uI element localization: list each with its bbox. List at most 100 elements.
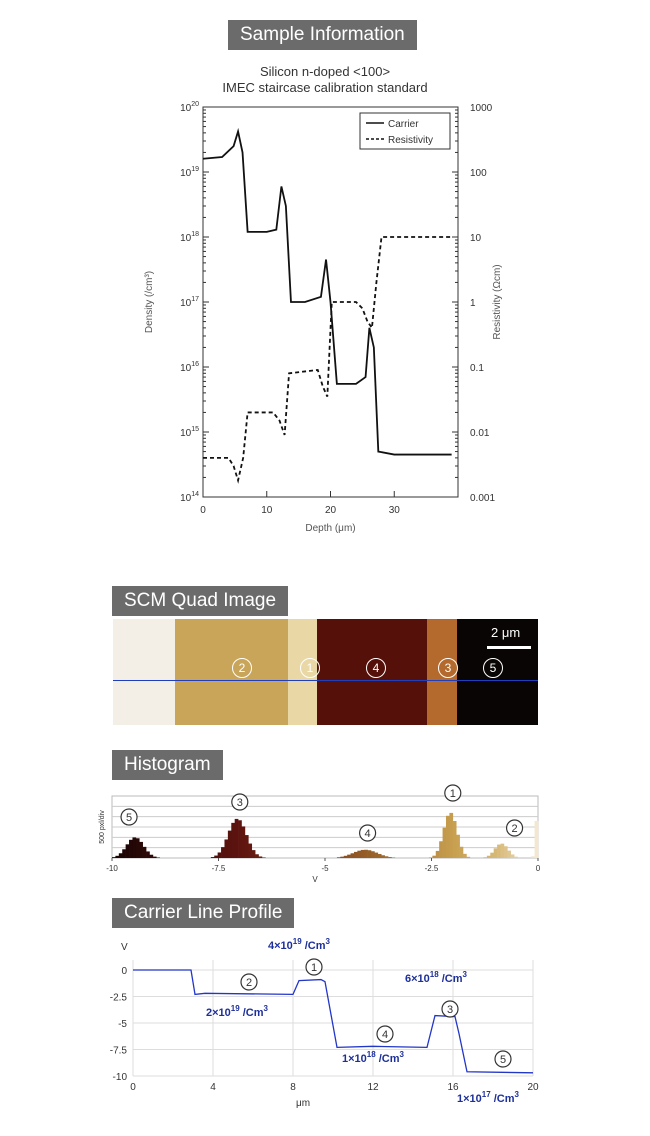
y2-axis-label: Resistivity (Ωcm) (492, 264, 503, 339)
scm-marker-3: 3 (438, 658, 458, 678)
y-tick-label: 1016 (180, 361, 199, 374)
histogram-marker-circle (505, 819, 524, 837)
sample-subtitle-2: IMEC staircase calibration standard (222, 80, 428, 95)
profile-x-tick-label: 20 (527, 1082, 539, 1093)
histogram-bar (483, 857, 488, 858)
histogram-bar (442, 827, 447, 858)
y-axis-label: Density (/cm³) (144, 271, 155, 333)
sample-subtitle-1: Silicon n-doped <100> (259, 64, 391, 79)
y2-tick-label: 1000 (470, 103, 493, 114)
scm-marker-1: 1 (300, 658, 320, 678)
histogram-bar (497, 844, 501, 858)
histogram-marker-circle (120, 808, 138, 826)
histogram-marker-label: 2 (512, 823, 518, 835)
profile-marker-label: 5 (500, 1054, 506, 1066)
y2-tick-label: 100 (470, 168, 487, 179)
histogram-bar (384, 856, 389, 858)
histogram-bar (364, 849, 368, 858)
histogram-bar (367, 850, 372, 858)
histogram-bar (122, 849, 126, 858)
histogram-bar (428, 857, 433, 858)
histogram-bar (129, 839, 133, 858)
histogram-bar (377, 853, 382, 858)
histogram-bar (510, 854, 515, 858)
scale-bar-label: 2 μm (491, 625, 521, 640)
histogram-bar (214, 855, 218, 858)
annotation-2e19: 2×1019 /Cm3 (206, 1004, 269, 1019)
legend-carrier-label: Carrier (388, 119, 419, 130)
histogram-marker-label: 1 (450, 788, 456, 800)
profile-marker-circle (441, 1000, 459, 1018)
x-tick-label: 30 (389, 505, 401, 516)
profile-y-tick-label: 0 (121, 966, 127, 977)
histogram-marker-circle (231, 793, 249, 811)
histogram-y-axis-label: 500 pxl/div (99, 810, 106, 844)
series-resistivity-line (203, 236, 452, 484)
histogram-bar (466, 856, 471, 858)
legend-resistivity-label: Resistivity (388, 135, 433, 146)
histogram-bar (248, 843, 253, 858)
histogram-bar (507, 850, 512, 858)
histogram-bar (125, 844, 130, 858)
y2-tick-label: 1 (470, 298, 476, 309)
histogram-bar (371, 851, 375, 858)
x-axis-label: Depth (μm) (305, 523, 355, 534)
y-tick-label: 1018 (180, 231, 199, 244)
profile-x-tick-label: 4 (210, 1082, 216, 1093)
histogram-bar (244, 835, 249, 858)
histogram-bar (227, 830, 232, 858)
histogram-bar (503, 846, 508, 858)
profile-marker-circle (494, 1050, 512, 1068)
profile-x-tick-label: 16 (447, 1082, 459, 1093)
histogram-bar (261, 857, 266, 858)
histogram-bar (112, 857, 116, 858)
histogram-bar (149, 854, 154, 858)
histogram-bar (391, 857, 396, 858)
scm-band-2 (175, 619, 288, 725)
histogram-bar (241, 826, 246, 858)
y-tick-label: 1015 (180, 426, 199, 439)
histogram-x-tick-label: -7.5 (212, 864, 226, 873)
profile-y-tick-label: -2.5 (110, 993, 128, 1004)
histogram-bar (152, 856, 157, 858)
histogram-x-tick-label: 0 (536, 864, 541, 873)
histogram-bar (357, 850, 362, 858)
histogram-bar (336, 857, 341, 858)
profile-line (133, 969, 534, 1074)
profile-marker-label: 2 (246, 977, 252, 989)
profile-marker-circle (305, 958, 323, 976)
histogram-bar (374, 852, 379, 858)
scm-marker-2: 2 (232, 658, 252, 678)
profile-header: Carrier Line Profile (112, 898, 295, 928)
histogram-x-axis-label: V (312, 875, 318, 884)
histogram-bar (353, 851, 358, 858)
histogram-bar (156, 857, 161, 858)
x-tick-label: 0 (200, 505, 206, 516)
profile-y-tick-label: -5 (118, 1019, 127, 1030)
histogram-bar (210, 857, 215, 858)
y2-tick-label: 10 (470, 233, 482, 244)
profile-marker-label: 1 (311, 962, 317, 974)
histogram-bar (531, 856, 535, 858)
scm-line-cut (113, 680, 538, 681)
histogram-chart: -10 -7.5 -5 -2.5 0 V 500 pxl/div 5 3 4 1 2 (99, 784, 541, 884)
annotation-1e17: 1×1017 /Cm3 (457, 1090, 520, 1105)
histogram-bar (347, 854, 351, 858)
y2-tick-label: 0.01 (470, 428, 490, 439)
histogram-bar (231, 822, 235, 858)
y2-tick-label: 0.001 (470, 493, 495, 504)
depth-profile-chart: 102010191018101710161015101410001001010.… (144, 101, 503, 534)
histogram-bar (388, 856, 392, 858)
histogram-bar (234, 818, 239, 858)
histogram-bar (142, 846, 147, 858)
histogram-x-tick-label: -5 (321, 864, 329, 873)
scm-marker-5: 5 (483, 658, 503, 678)
histogram-bar (435, 850, 440, 858)
profile-marker-label: 3 (447, 1004, 453, 1016)
histogram-bar (459, 846, 464, 858)
histogram-bar (534, 820, 539, 858)
histogram-bar (486, 855, 491, 858)
histogram-bar (449, 812, 454, 858)
profile-x-tick-label: 12 (367, 1082, 379, 1093)
legend-box (359, 112, 451, 150)
